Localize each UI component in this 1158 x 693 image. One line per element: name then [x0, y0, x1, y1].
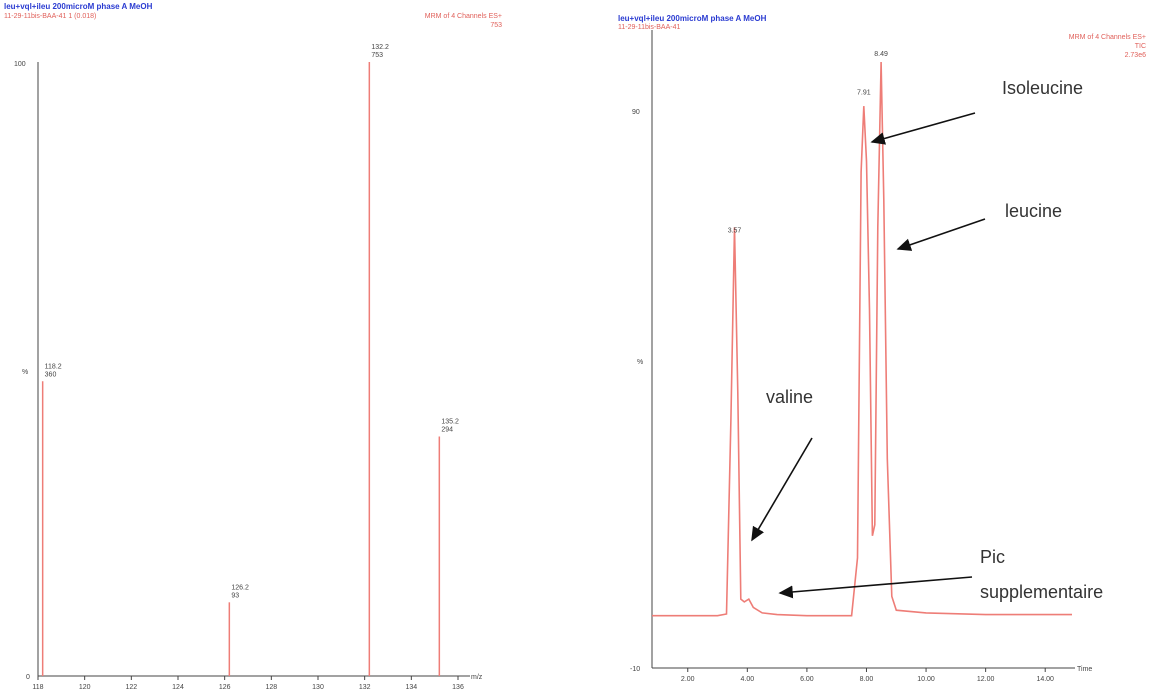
- chromatogram-title: leu+vql+ileu 200microM phase A MeOH: [618, 14, 767, 23]
- spectrum-peak-mz-label: 118.2: [45, 363, 62, 370]
- annotation-isoleucine: Isoleucine: [1002, 78, 1083, 98]
- spectrum-chart: 100 % 0 m/z 118 120 122 124 126 128 130 132 134 1…: [14, 44, 483, 691]
- spectrum-peak-mz-label: 126.2: [231, 584, 249, 591]
- spectrum-panel: leu+vql+ileu 200microM phase A MeOH 11-2…: [4, 2, 502, 691]
- spectrum-xtick-label: 120: [79, 684, 91, 691]
- chromatogram-xtick-label: 8.00: [860, 676, 874, 683]
- leucine-arrow: [896, 218, 986, 251]
- spectrum-peak-intensity-label: 294: [441, 427, 453, 434]
- chromatogram-ytick-minus10: -10: [630, 666, 640, 673]
- spectrum-xtick-label: 128: [265, 684, 277, 691]
- annotation-supplementaire: supplementaire: [980, 582, 1103, 602]
- chromatogram-trace: [652, 61, 1072, 617]
- chromatogram-xtick-label: 14.00: [1036, 676, 1054, 683]
- chromatogram-xtick-label: 10.00: [917, 676, 935, 683]
- annotation-valine: valine: [766, 387, 813, 407]
- chromatogram-header-right-1: MRM of 4 Channels ES+: [1068, 34, 1146, 41]
- spectrum-xtick-label: 134: [405, 684, 417, 691]
- spectrum-xtick-label: 132: [359, 684, 371, 691]
- spectrum-peak-intensity-label: 93: [231, 592, 239, 599]
- chromatogram-chart: 90 % -10 Time 2.00 4.00 6.00 8.00 10.00 12.00…: [630, 30, 1103, 683]
- chromatogram-xtick-label: 6.00: [800, 676, 814, 683]
- chromatogram-panel: leu+vql+ileu 200microM phase A MeOH 11-2…: [580, 0, 1158, 693]
- spectrum-ytick-0: 0: [26, 674, 30, 681]
- spectrum-axis-unit: m/z: [471, 674, 483, 681]
- spectrum-ytick-percent: %: [22, 369, 28, 376]
- chromatogram-ytick-percent: %: [637, 359, 643, 366]
- spectrum-xtick-label: 122: [125, 684, 137, 691]
- spectrum-peak-intensity-label: 360: [45, 371, 57, 378]
- spectrum-header-right-1: MRM of 4 Channels ES+: [424, 13, 502, 20]
- spectrum-header-right-2: 753: [490, 22, 502, 29]
- annotation-pic: Pic: [980, 547, 1005, 567]
- spectrum-peak-mz-label: 135.2: [441, 419, 459, 426]
- annotation-leucine: leucine: [1005, 201, 1062, 221]
- chromatogram-xtick-label: 12.00: [977, 676, 995, 683]
- chromatogram-peak-label: 7.91: [857, 90, 871, 97]
- chromatogram-axis-unit: Time: [1077, 666, 1092, 673]
- valine-arrow: [751, 437, 813, 542]
- chromatogram-peak-label: 8.49: [874, 51, 888, 58]
- isoleucine-arrow: [870, 112, 976, 145]
- spectrum-xtick-label: 118: [32, 684, 43, 691]
- chromatogram-header-right-2: TIC: [1134, 43, 1146, 50]
- chromatogram-header-right-3: 2.73e6: [1124, 52, 1146, 59]
- spectrum-xtick-label: 124: [172, 684, 184, 691]
- spectrum-ytick-100: 100: [14, 61, 26, 68]
- spectrum-subtitle: 11-29-11bis-BAA-41 1 (0.018): [4, 13, 97, 20]
- spectrum-peak-intensity-label: 753: [371, 52, 383, 59]
- chromatogram-xtick-label: 4.00: [741, 676, 755, 683]
- spectrum-xtick-label: 130: [312, 684, 324, 691]
- spectrum-peak-mz-label: 132.2: [371, 44, 389, 51]
- chromatogram-xtick-label: 2.00: [681, 676, 695, 683]
- spectrum-xtick-label: 136: [452, 684, 464, 691]
- chromatogram-peak-label: 3.57: [728, 227, 742, 234]
- pic-arrow: [778, 576, 973, 599]
- chromatogram-subtitle: 11-29-11bis-BAA-41: [618, 24, 681, 31]
- spectrum-xtick-label: 126: [219, 684, 231, 691]
- chromatogram-ytick-90: 90: [632, 109, 640, 116]
- spectrum-title: leu+vql+ileu 200microM phase A MeOH: [4, 2, 153, 11]
